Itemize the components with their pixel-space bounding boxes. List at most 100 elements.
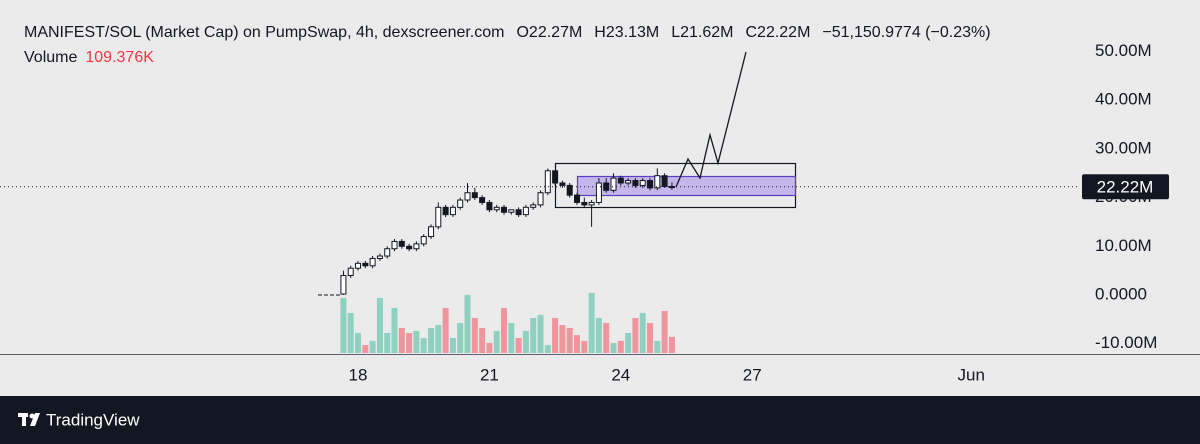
volume-bar xyxy=(595,317,602,353)
volume-bar xyxy=(369,340,376,353)
volume-bar xyxy=(668,336,675,353)
candle-body xyxy=(406,245,413,250)
candle-body xyxy=(625,180,632,184)
volume-bar xyxy=(574,335,581,353)
candle-body xyxy=(610,177,617,191)
y-tick-label: 50.00M xyxy=(1095,41,1152,60)
candle-body xyxy=(442,206,449,216)
y-tick-label: 10.00M xyxy=(1095,236,1152,255)
volume-bar xyxy=(428,327,435,353)
candle-body xyxy=(413,243,420,250)
candle-body xyxy=(384,248,391,257)
candle-body xyxy=(457,199,464,208)
volume-bar xyxy=(625,332,632,353)
volume-bar xyxy=(464,294,471,353)
candle-body xyxy=(493,206,500,211)
candle-body xyxy=(347,267,354,277)
x-tick-label: Jun xyxy=(957,365,984,384)
volume-bar xyxy=(500,307,507,353)
volume-bar xyxy=(435,325,442,353)
volume-bar xyxy=(376,297,383,353)
candle-body xyxy=(559,182,566,186)
y-tick-label: 0.0000 xyxy=(1095,284,1147,303)
volume-bar xyxy=(391,307,398,353)
candle-body xyxy=(552,170,559,184)
volume-bar xyxy=(581,340,588,353)
candle-body xyxy=(479,197,486,203)
candle-body xyxy=(428,226,435,238)
title: MANIFEST/SOL (Market Cap) on PumpSwap, 4… xyxy=(24,24,505,41)
volume-bar xyxy=(515,337,522,353)
candle-body xyxy=(530,204,537,208)
candle-body xyxy=(617,177,624,184)
candle-body xyxy=(581,201,588,206)
candle-body xyxy=(595,182,602,203)
candle-body xyxy=(486,201,493,211)
last-price-box xyxy=(1082,174,1169,200)
volume-bar xyxy=(420,337,427,353)
ohlc-high: H23.13M xyxy=(594,24,660,41)
x-tick-label: 21 xyxy=(480,365,499,384)
volume-bar xyxy=(398,327,405,353)
volume-bar xyxy=(406,332,413,353)
ohlc-low: L21.62M xyxy=(671,24,734,41)
volume-bar xyxy=(457,322,464,353)
candle-body xyxy=(574,194,581,203)
volume-legend: Volume 109.376K xyxy=(24,49,154,67)
candle-body xyxy=(355,262,362,269)
volume-bar xyxy=(449,337,456,353)
volume-bar xyxy=(355,332,362,353)
candle-body xyxy=(508,209,515,213)
y-tick-label: 30.00M xyxy=(1095,138,1152,157)
volume-bar xyxy=(654,340,661,353)
projection-path xyxy=(675,51,747,188)
volume-bar xyxy=(340,297,347,353)
candle-body xyxy=(515,209,522,216)
volume-bar xyxy=(617,340,624,353)
zone-box xyxy=(576,175,797,197)
ohlc-open: O22.27M xyxy=(516,24,583,41)
x-tick-label: 27 xyxy=(743,365,762,384)
candle-body xyxy=(398,240,405,247)
candle-body xyxy=(639,180,646,186)
candle-body xyxy=(420,236,427,245)
volume-value: 109.376K xyxy=(85,49,154,66)
candle-body xyxy=(500,206,507,213)
ohlc-close: C22.22M xyxy=(745,24,811,41)
candle-body xyxy=(376,255,383,259)
candle-body xyxy=(566,184,573,196)
candle-body xyxy=(362,262,369,267)
y-tick-label: -10.00M xyxy=(1095,333,1157,352)
candle-body xyxy=(632,180,639,186)
volume-bar xyxy=(639,312,646,353)
volume-bar xyxy=(479,327,486,353)
candle-body xyxy=(654,175,661,189)
volume-bar xyxy=(632,317,639,353)
volume-bar xyxy=(647,322,654,353)
candle-body xyxy=(647,180,654,189)
volume-bar xyxy=(347,312,354,353)
volume-bar xyxy=(522,330,529,353)
volume-bar xyxy=(442,307,449,353)
volume-bar xyxy=(384,332,391,353)
candle-body xyxy=(449,206,456,216)
tradingview-logo: TradingView xyxy=(18,410,140,429)
legend-header: MANIFEST/SOL (Market Cap) on PumpSwap, 4… xyxy=(24,24,1003,42)
footer xyxy=(0,396,1200,444)
volume-bar xyxy=(508,322,515,353)
candle-body xyxy=(369,257,376,267)
candle-body xyxy=(588,201,595,206)
volume-bar xyxy=(603,322,610,353)
ohlc-change: −51,150.9774 (−0.23%) xyxy=(822,24,991,41)
volume-bar xyxy=(588,292,595,353)
brand: TradingView xyxy=(46,410,140,429)
y-tick-label: 40.00M xyxy=(1095,90,1152,109)
candle-body xyxy=(537,192,544,206)
candle-body xyxy=(668,186,675,189)
volume-bar xyxy=(552,317,559,353)
volume-bar xyxy=(559,325,566,353)
volume-bar xyxy=(661,310,668,353)
candle-body xyxy=(661,175,668,188)
